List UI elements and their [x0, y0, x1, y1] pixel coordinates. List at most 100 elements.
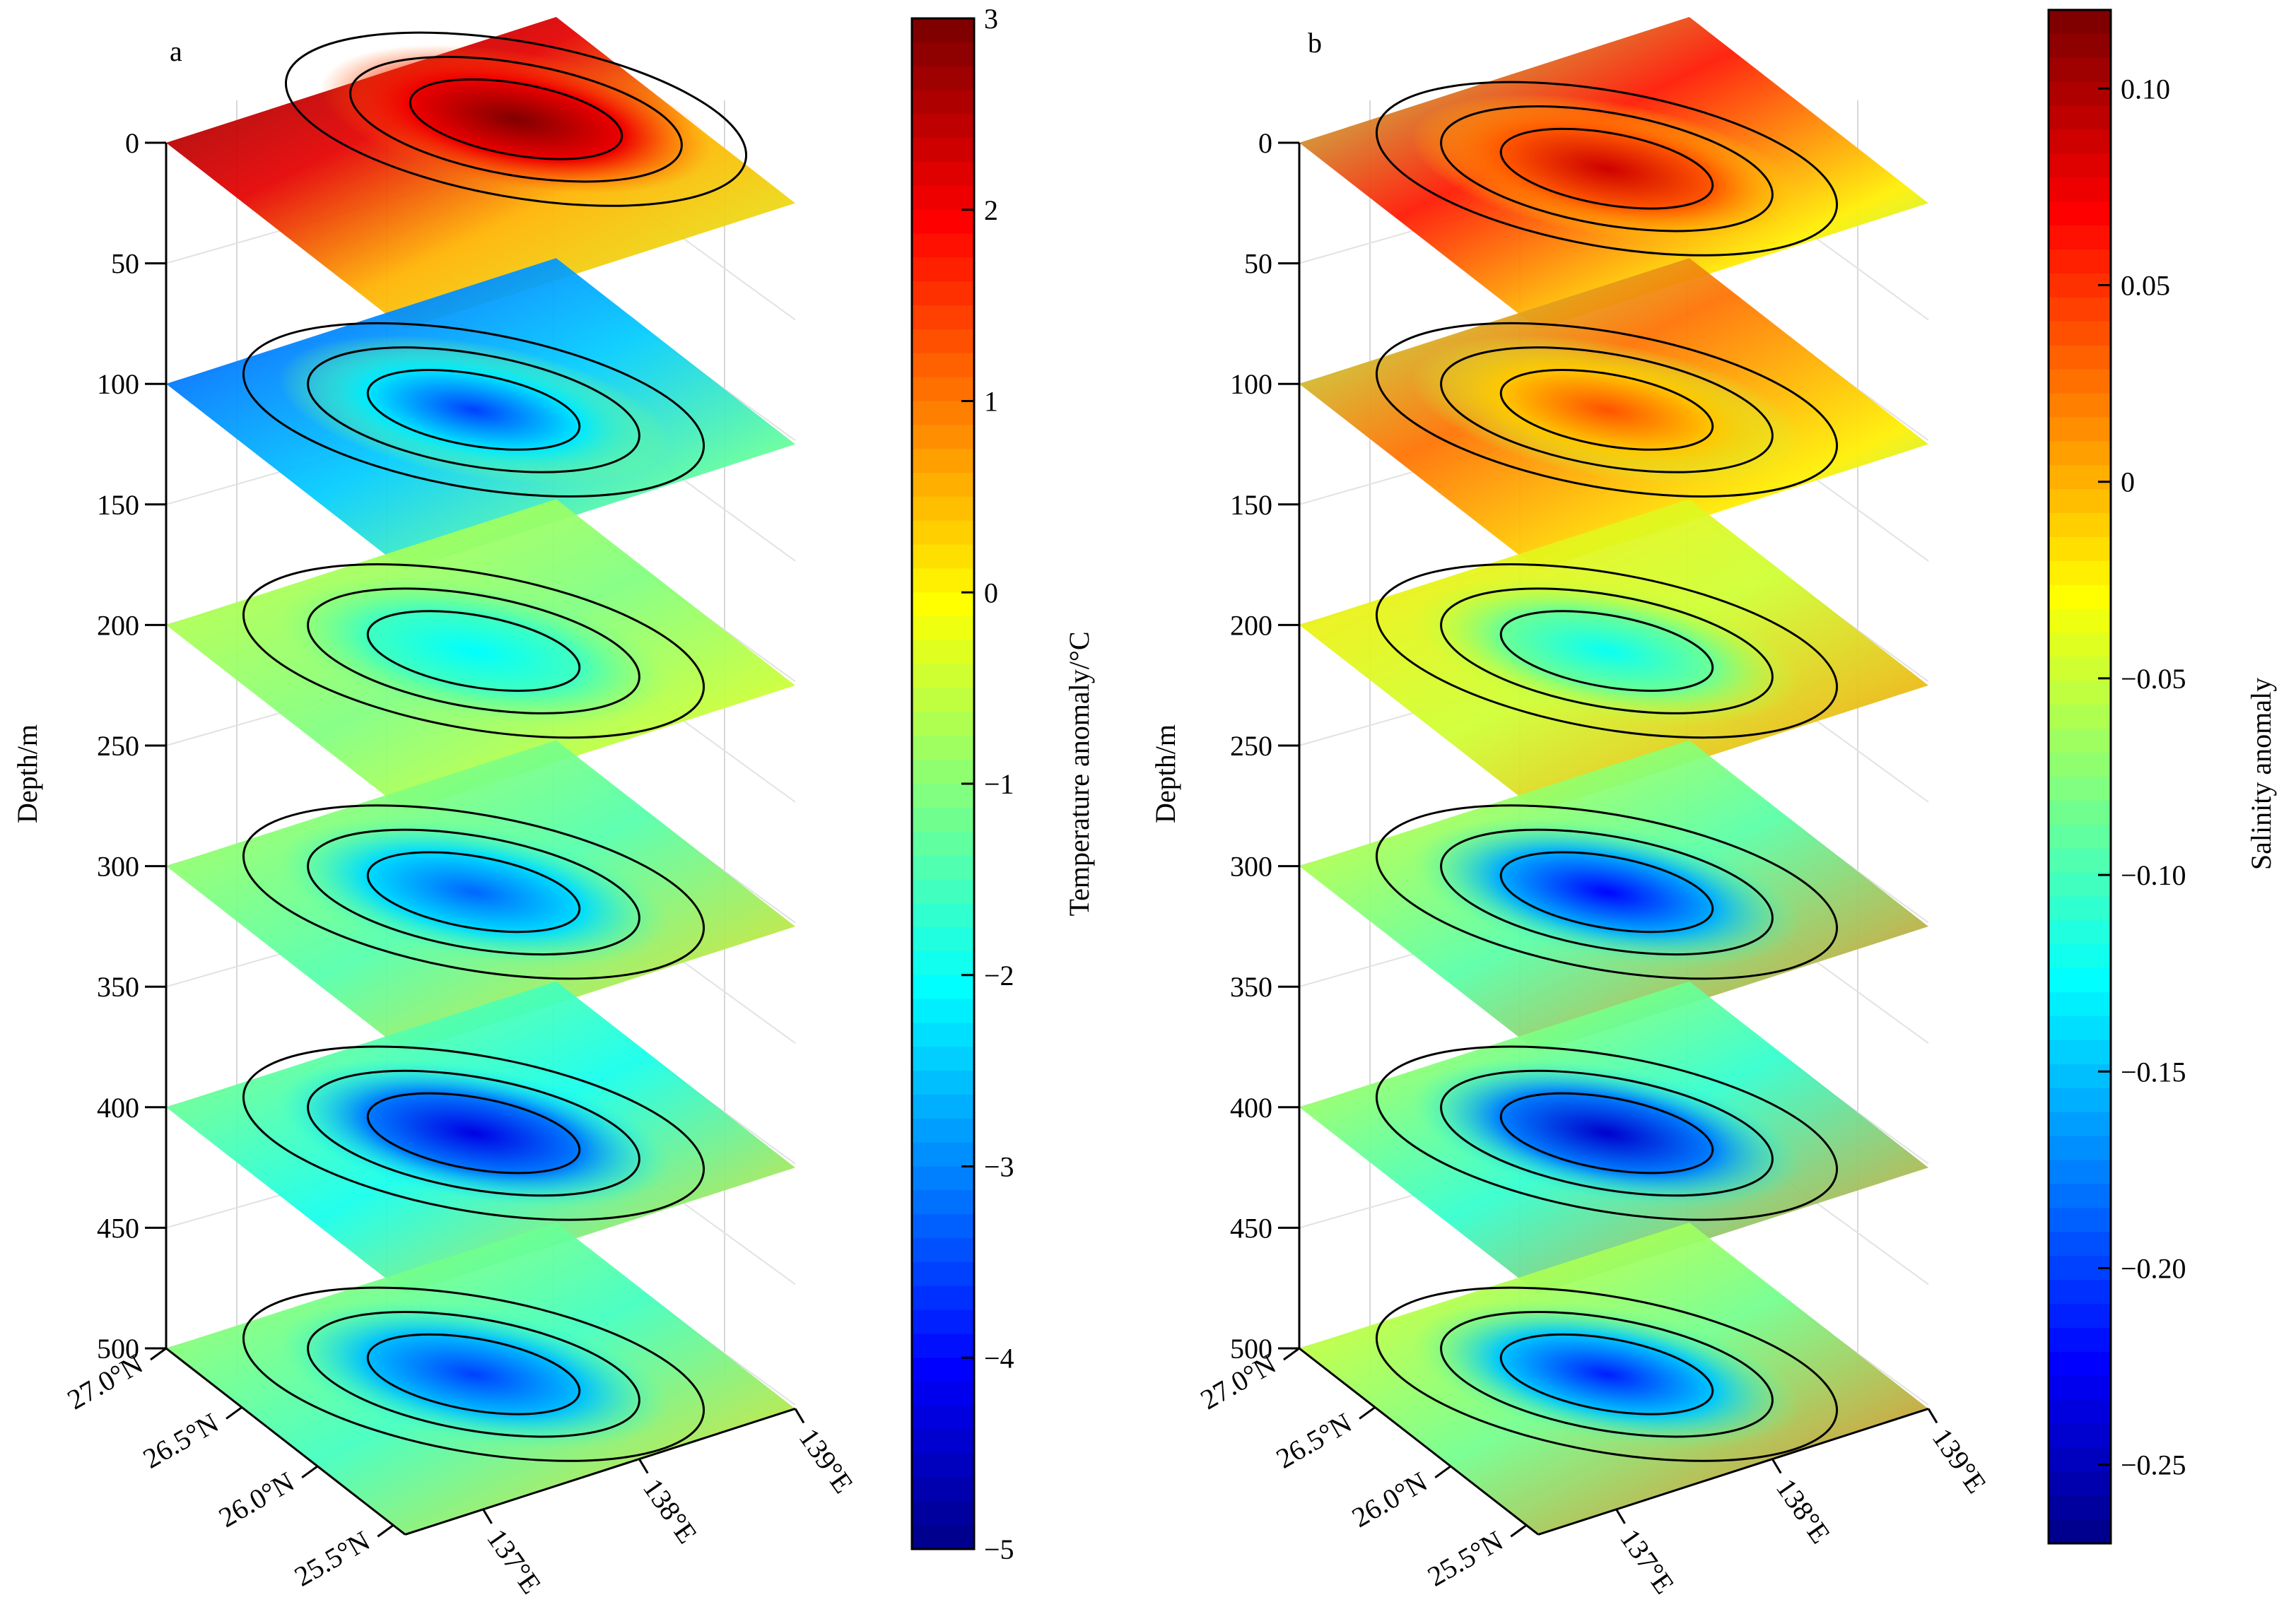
colorbar-swatch — [912, 927, 974, 952]
colorbar-swatch — [912, 1261, 974, 1287]
lat-tick — [1434, 1465, 1452, 1479]
colorbar-swatch — [912, 233, 974, 259]
depth-slice — [166, 258, 795, 570]
contour-line — [349, 55, 683, 183]
colorbar-swatch — [912, 712, 974, 737]
colorbar-swatch — [2049, 1232, 2111, 1257]
colorbar-swatch — [2049, 1447, 2111, 1473]
depth-tick-label: 450 — [1230, 1212, 1272, 1244]
colorbar-swatch — [2049, 1495, 2111, 1521]
colorbar-swatch — [2049, 129, 2111, 155]
contour-line — [1440, 105, 1774, 232]
colorbar-swatch — [2049, 321, 2111, 346]
colorbar-swatch — [2049, 369, 2111, 394]
colorbar-tick-label: 0.10 — [2121, 73, 2170, 105]
colorbar-swatch — [912, 1453, 974, 1478]
contour-line — [242, 563, 705, 739]
contour-line — [1440, 587, 1774, 714]
lat-tick — [301, 1465, 319, 1479]
colorbar-swatch — [2049, 345, 2111, 370]
colorbar-tick-label: −0.15 — [2121, 1056, 2186, 1088]
depth-slice — [166, 981, 795, 1294]
colorbar-swatch — [2049, 1280, 2111, 1305]
colorbar-swatch — [2049, 513, 2111, 538]
contour-line — [307, 346, 640, 473]
colorbar-swatch — [2049, 1040, 2111, 1065]
colorbar-swatch — [2049, 33, 2111, 59]
colorbar-tick-label: 0 — [984, 577, 998, 608]
colorbar-swatch — [912, 1525, 974, 1550]
depth-tick-label: 250 — [97, 730, 139, 762]
colorbar-swatch — [2049, 1303, 2111, 1329]
contour-line — [307, 587, 640, 714]
colorbar-swatch — [912, 664, 974, 689]
lon-tick — [794, 1408, 805, 1424]
contour-line — [1499, 851, 1714, 934]
colorbar-swatch — [2049, 896, 2111, 922]
colorbar-tick-label: −0.10 — [2121, 859, 2186, 891]
colorbar-swatch — [2049, 1351, 2111, 1377]
colorbar-swatch — [2049, 705, 2111, 730]
contour-line — [242, 1286, 705, 1462]
colorbar-swatch — [2049, 249, 2111, 274]
colorbar-swatch — [912, 1238, 974, 1263]
depth-tick-label: 50 — [111, 248, 139, 280]
lon-tick-label: 137°E — [481, 1523, 547, 1599]
colorbar-swatch — [2049, 1375, 2111, 1401]
lon-axis — [404, 1408, 796, 1536]
panel-b-slices — [1299, 17, 1928, 1535]
colorbar-tick-label: 3 — [984, 3, 998, 35]
colorbar-swatch — [2049, 729, 2111, 754]
anomaly-core — [278, 1300, 669, 1449]
lon-axis — [1538, 1408, 1929, 1536]
depth-slice — [1299, 740, 1928, 1053]
colorbar-swatch — [912, 1334, 974, 1359]
contour-line — [307, 828, 640, 956]
colorbar-swatch — [2049, 560, 2111, 586]
colorbar-tick-label: −4 — [984, 1342, 1014, 1374]
colorbar-swatch — [912, 1023, 974, 1048]
colorbar-swatch — [2049, 1088, 2111, 1113]
colorbar-swatch — [2049, 1184, 2111, 1209]
colorbar-swatch — [912, 640, 974, 665]
depth-slice — [1299, 258, 1928, 570]
anomaly-core — [278, 335, 669, 485]
panel-b-colorbar: 0.10 0.05 0 −0.05 −0.10 −0.15 −0.20 −0.25 — [2047, 8, 2186, 1545]
colorbar-swatch — [912, 568, 974, 594]
colorbar-swatch — [2049, 417, 2111, 442]
colorbar-swatch — [2049, 1208, 2111, 1233]
lat-tick-label: 25.5°N — [289, 1524, 375, 1592]
depth-slice — [1299, 499, 1928, 811]
depth-slice — [1299, 1223, 1928, 1535]
lon-tick — [1615, 1509, 1626, 1524]
colorbar-swatch — [912, 1285, 974, 1311]
lat-tick-label: 26.5°N — [1271, 1406, 1357, 1474]
colorbar-swatch — [2049, 584, 2111, 610]
lat-tick — [377, 1524, 394, 1538]
colorbar-swatch — [912, 760, 974, 784]
lat-axis — [165, 1347, 406, 1536]
contour-line — [409, 78, 623, 160]
colorbar-swatch — [912, 1477, 974, 1502]
contour-line — [1499, 1333, 1714, 1415]
colorbar-swatch — [2049, 297, 2111, 322]
colorbar-swatch — [912, 1501, 974, 1526]
contour-line — [366, 369, 581, 451]
depth-tick-label: 200 — [97, 609, 139, 641]
colorbar-swatch — [912, 281, 974, 307]
colorbar-swatch — [2049, 1016, 2111, 1041]
colorbar-swatch — [912, 377, 974, 402]
lon-tick-label: 137°E — [1614, 1523, 1680, 1599]
colorbar-swatch — [912, 544, 974, 570]
colorbar-swatch — [2049, 1112, 2111, 1137]
colorbar-swatch — [912, 185, 974, 211]
colorbar-swatch — [2049, 1136, 2111, 1161]
anomaly-core — [278, 576, 669, 726]
colorbar-swatch — [2049, 465, 2111, 490]
colorbar-swatch — [912, 807, 974, 832]
colorbar-swatch — [2049, 608, 2111, 634]
lat-tick-label: 26.0°N — [213, 1466, 300, 1534]
colorbar-swatch — [2049, 10, 2111, 35]
colorbar-swatch — [2049, 201, 2111, 227]
contour-line — [1440, 828, 1774, 956]
